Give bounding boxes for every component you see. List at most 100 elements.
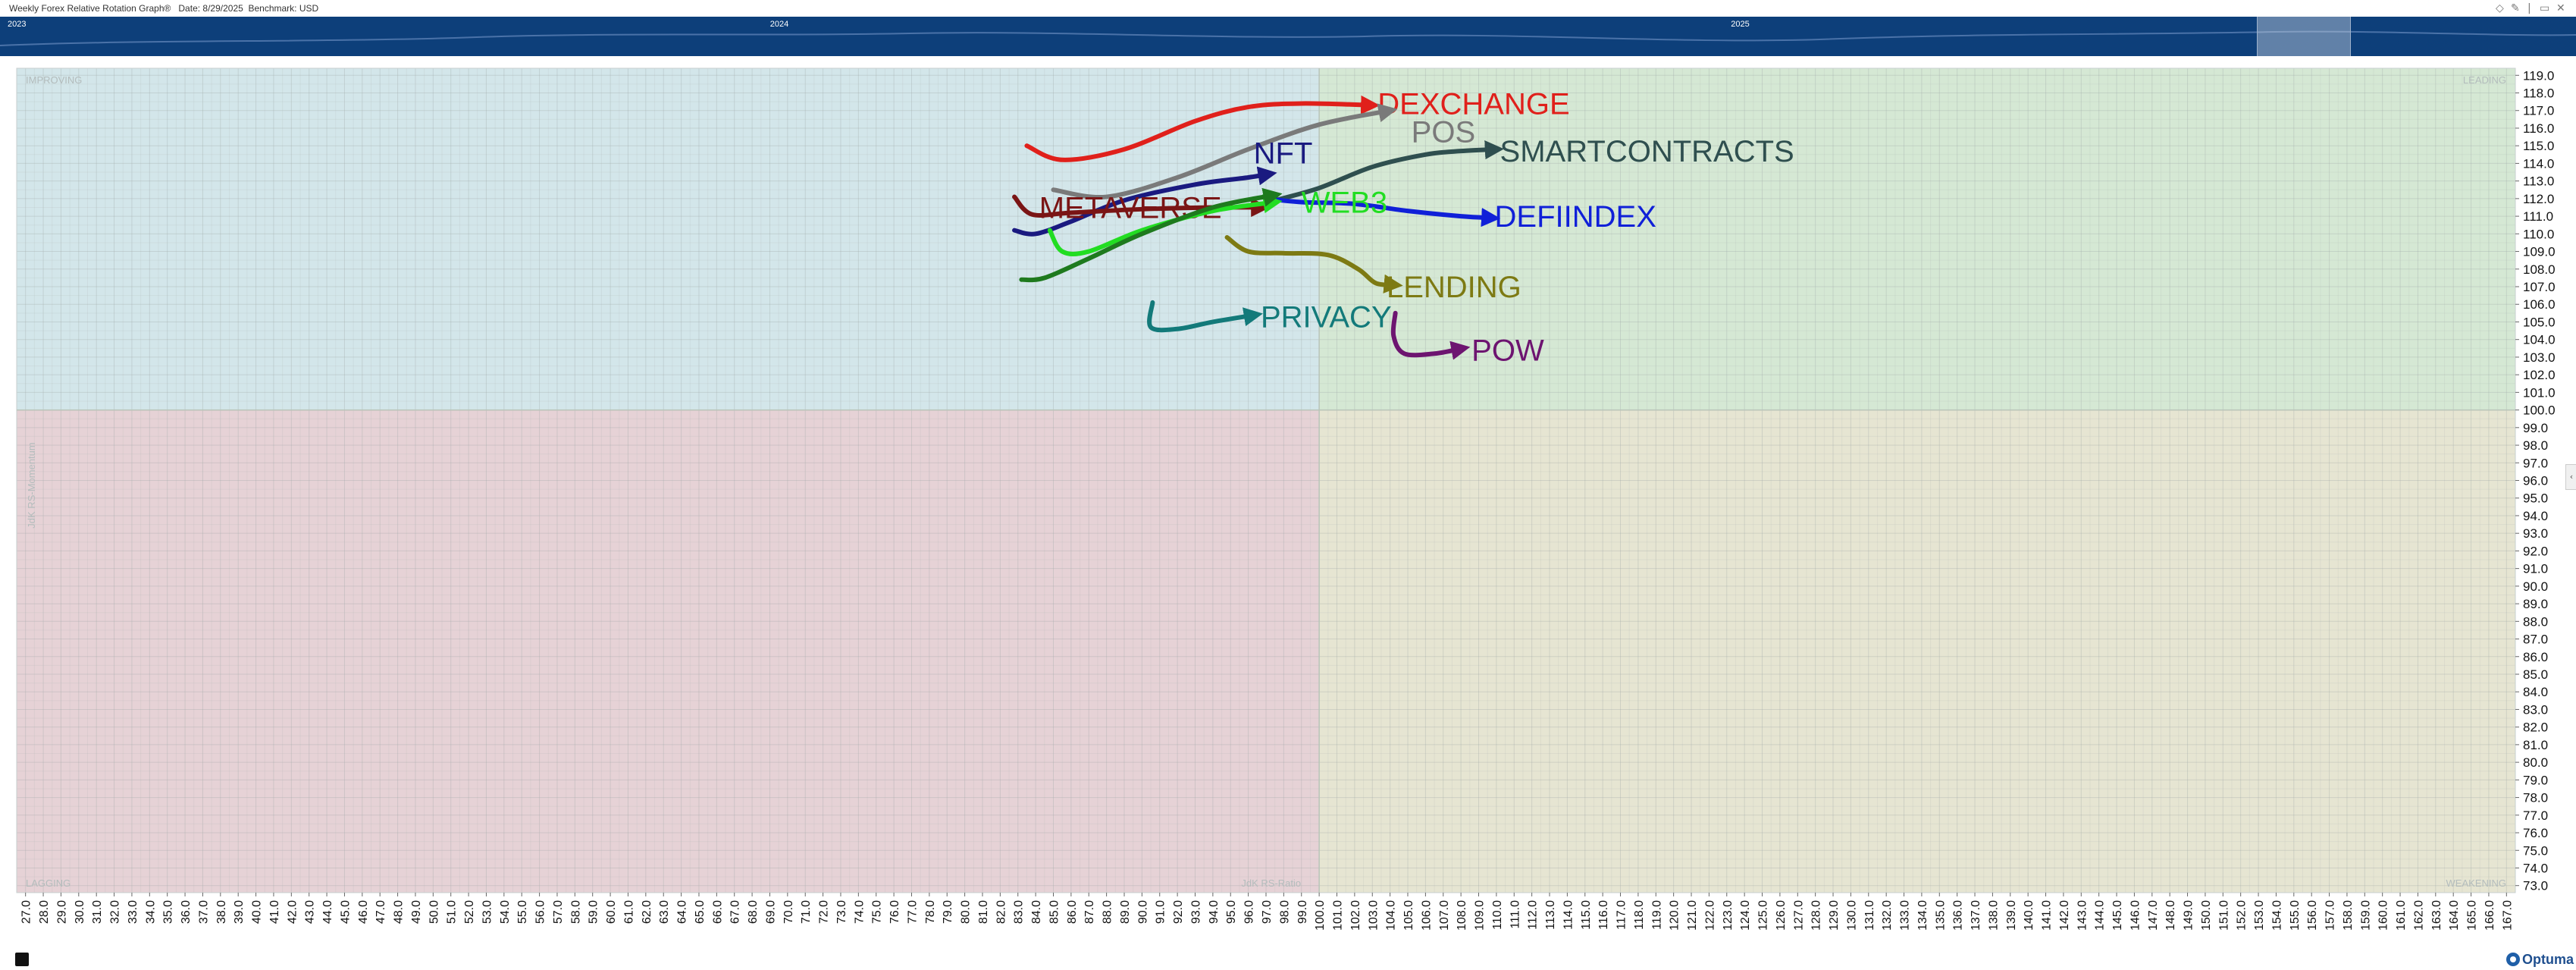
quadrant-label-improving: IMPROVING [26, 74, 82, 86]
timeline-scrubber[interactable]: 2023 2024 2025 [0, 17, 2576, 56]
y-tick-label: 74.0 [2523, 861, 2548, 875]
grid-lines [16, 67, 2516, 893]
x-tick-label: 92.0 [1172, 900, 1185, 924]
x-tick-label: 105.0 [1402, 900, 1415, 931]
x-tick-label: 44.0 [321, 900, 334, 924]
x-tick-label: 76.0 [888, 900, 901, 924]
y-tick-label: 99.0 [2523, 421, 2548, 435]
close-icon[interactable]: ✕ [2556, 2, 2565, 14]
x-tick-label: 32.0 [109, 900, 122, 924]
y-tick-label: 97.0 [2523, 456, 2548, 470]
x-tick-label: 59.0 [588, 900, 600, 924]
y-tick-label: 115.0 [2523, 139, 2554, 153]
x-tick-label: 40.0 [251, 900, 264, 924]
x-tick-label: 46.0 [357, 900, 370, 924]
y-tick-label: 117.0 [2523, 104, 2554, 118]
y-tick-label: 94.0 [2523, 509, 2548, 523]
side-panel-toggle[interactable]: ‹ [2565, 464, 2576, 490]
y-tick-label: 112.0 [2523, 192, 2554, 206]
x-tick-label: 116.0 [1597, 900, 1610, 930]
x-tick-label: 140.0 [2023, 900, 2035, 931]
series-trail [1390, 310, 1471, 360]
x-tick-label: 114.0 [1562, 900, 1575, 930]
series-label: POW [1471, 334, 1544, 368]
y-tick-label: 107.0 [2523, 280, 2556, 294]
x-tick-label: 95.0 [1225, 900, 1238, 924]
x-tick-label: 34.0 [144, 900, 157, 924]
x-tick-label: 36.0 [180, 900, 193, 924]
y-tick-label: 92.0 [2523, 544, 2548, 558]
x-tick-label: 28.0 [38, 900, 51, 924]
x-tick-label: 52.0 [463, 900, 476, 924]
diamond-icon[interactable]: ◇ [2496, 2, 2504, 14]
pin-icon[interactable]: ✎ [2511, 2, 2520, 14]
x-tick-label: 48.0 [393, 900, 406, 924]
y-tick-label: 103.0 [2523, 350, 2556, 365]
x-tick-label: 66.0 [711, 900, 724, 924]
quadrant-label-weakening: WEAKENING [2446, 877, 2506, 889]
timeline-trace [0, 30, 2576, 46]
x-tick-label: 104.0 [1385, 900, 1398, 931]
y-tick-label: 102.0 [2523, 368, 2556, 382]
x-tick-label: 152.0 [2236, 900, 2249, 931]
x-tick-label: 64.0 [676, 900, 689, 924]
x-tick-label: 89.0 [1119, 900, 1132, 924]
x-tick-label: 31.0 [91, 900, 104, 924]
y-tick-label: 95.0 [2523, 491, 2548, 506]
series-smartcontracts: SMARTCONTRACTS [1272, 135, 1794, 203]
y-tick-label: 114.0 [2523, 156, 2554, 171]
x-tick-label: 91.0 [1155, 900, 1167, 924]
series-lending: LENDING [1224, 234, 1521, 304]
timeline-selection-handle[interactable] [2256, 17, 2351, 56]
y-tick-label: 90.0 [2523, 579, 2548, 594]
x-tick-label: 107.0 [1438, 900, 1451, 931]
x-tick-label: 161.0 [2395, 900, 2408, 931]
x-tick-label: 58.0 [569, 900, 582, 924]
x-tick-label: 137.0 [1970, 900, 1982, 931]
x-tick-label: 75.0 [871, 900, 884, 924]
x-tick-label: 106.0 [1420, 900, 1433, 931]
x-tick-label: 82.0 [995, 900, 1008, 924]
y-tick-label: 118.0 [2523, 86, 2554, 101]
x-tick-label: 153.0 [2253, 900, 2266, 931]
x-tick-label: 57.0 [552, 900, 565, 924]
series-label: DEFIINDEX [1495, 200, 1656, 234]
series-trail [1264, 196, 1501, 228]
x-tick-label: 53.0 [481, 900, 494, 924]
x-tick-label: 142.0 [2058, 900, 2071, 931]
y-tick-label: 93.0 [2523, 526, 2548, 541]
series-label: PRIVACY [1261, 300, 1392, 334]
timeline-year-2024: 2024 [769, 20, 789, 29]
x-tick-label: 123.0 [1722, 900, 1735, 931]
y-tick-label: 86.0 [2523, 650, 2548, 664]
y-axis-title: JdK RS-Momentum [26, 442, 37, 528]
x-tick-label: 78.0 [924, 900, 937, 924]
x-tick-label: 103.0 [1367, 900, 1380, 931]
x-tick-label: 30.0 [74, 900, 86, 924]
x-tick-label: 165.0 [2466, 900, 2479, 931]
series-pos: POS [1051, 103, 1475, 199]
divider-icon: | [2527, 2, 2531, 14]
title-bar: Weekly Forex Relative Rotation Graph® Da… [0, 0, 2576, 17]
optuma-logo: Optuma [2506, 951, 2574, 968]
x-tick-label: 110.0 [1491, 900, 1504, 930]
x-tick-label: 51.0 [446, 900, 459, 924]
x-tick-label: 33.0 [127, 900, 139, 924]
series-label: NFT [1254, 137, 1313, 170]
footer-menu-button[interactable] [15, 953, 29, 966]
y-tick-label: 79.0 [2523, 773, 2548, 787]
restore-icon[interactable]: ▭ [2540, 2, 2550, 14]
y-tick-label: 100.0 [2523, 403, 2556, 418]
quadrant-label-leading: LEADING [2463, 74, 2506, 86]
series-web3: WEB3 [1047, 187, 1387, 257]
y-tick-label: 105.0 [2523, 315, 2556, 329]
y-tick-label: 116.0 [2523, 121, 2554, 136]
x-tick-label: 67.0 [729, 900, 742, 924]
x-tick-label: 27.0 [20, 900, 33, 924]
x-tick-label: 151.0 [2217, 900, 2230, 931]
x-tick-label: 124.0 [1739, 900, 1752, 931]
x-tick-label: 164.0 [2448, 900, 2461, 931]
quadrant-labels: IMPROVING LEADING LAGGING WEAKENING JdK RS-R… [26, 74, 2506, 889]
x-tick-label: 160.0 [2377, 900, 2390, 931]
y-tick-label: 104.0 [2523, 333, 2556, 347]
